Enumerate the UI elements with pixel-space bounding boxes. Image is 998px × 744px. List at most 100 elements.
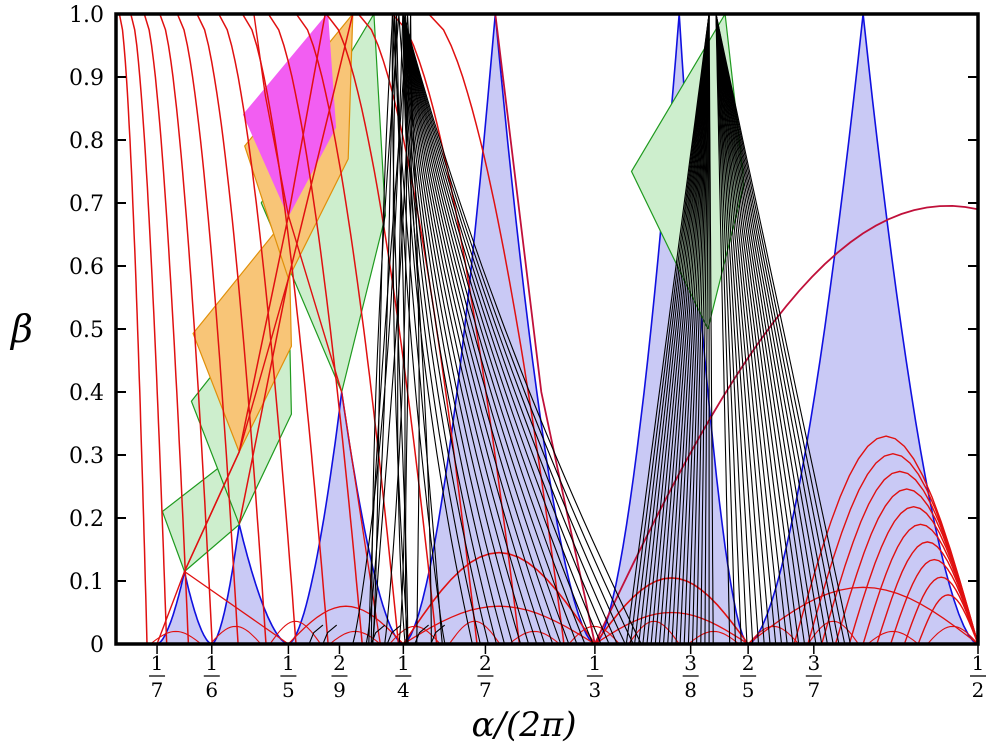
red-curve (143, 14, 190, 644)
x-tick-denominator: 5 (282, 678, 295, 702)
red-curve (156, 278, 290, 644)
red-curve (391, 14, 521, 644)
red-curve (159, 14, 213, 644)
red-curve (253, 14, 343, 393)
x-tick-denominator: 9 (333, 678, 346, 702)
x-tick-numerator: 1 (205, 651, 218, 675)
y-tick-label: 0.4 (69, 381, 104, 406)
black-curve (715, 14, 828, 644)
magenta-boundary (287, 14, 337, 216)
black-curve (392, 14, 443, 644)
red-arch (862, 523, 978, 644)
x-tick-numerator: 3 (684, 651, 697, 675)
y-tick-label: 0.8 (69, 129, 104, 154)
red-arch (807, 620, 859, 644)
black-curve (642, 14, 710, 644)
black-curve (715, 14, 777, 644)
red-arch (867, 630, 919, 644)
blue-boundary (402, 14, 497, 644)
x-tick-denominator: 5 (742, 678, 755, 702)
blue-region (288, 392, 404, 644)
red-curve (428, 14, 565, 644)
black-curve (715, 14, 851, 644)
y-axis: 0 0.1 0.2 0.3 0.4 0.5 0.6 0.7 0.8 0.9 1.0 (69, 3, 978, 658)
blue-region (157, 571, 212, 644)
black-curve (308, 624, 324, 644)
black-curve (402, 14, 642, 644)
black-curve (715, 14, 737, 644)
x-tick-denominator: 6 (205, 678, 218, 702)
black-curve (394, 14, 446, 644)
black-curve (687, 14, 710, 644)
orange-boundary (287, 14, 354, 279)
red-curve (341, 391, 381, 644)
black-curve (370, 14, 400, 644)
red-arch (848, 505, 978, 644)
dark-red-curve (494, 14, 596, 644)
red-curve (267, 14, 363, 644)
red-curve (118, 14, 148, 644)
green-boundary (341, 14, 387, 393)
red-arch (209, 625, 262, 644)
red-curve (241, 14, 329, 644)
x-tick-numerator: 1 (972, 651, 985, 675)
red-arch (876, 541, 978, 644)
black-curve (402, 14, 594, 644)
red-arch (508, 630, 560, 644)
black-curve (402, 14, 506, 644)
blue-boundary (862, 14, 978, 644)
red-curve (218, 14, 297, 644)
red-arch (594, 611, 749, 644)
y-tick-label: 0.1 (69, 570, 104, 595)
red-arch (834, 488, 978, 644)
black-curve (675, 14, 710, 644)
dark-red-curve (593, 204, 978, 644)
black-curve (715, 14, 846, 644)
magenta-boundary (242, 14, 328, 216)
red-arch (890, 558, 978, 644)
black-curve (402, 14, 562, 644)
x-tick-numerator: 1 (397, 651, 410, 675)
red-curve (196, 14, 267, 644)
black-curve (671, 14, 710, 644)
y-tick-label: 1.0 (69, 3, 104, 28)
curves (118, 14, 978, 644)
black-curve (662, 14, 710, 644)
blue-region (211, 524, 289, 644)
black-curve (715, 14, 731, 644)
black-curve (629, 14, 710, 644)
x-tick-numerator: 3 (807, 651, 820, 675)
x-tick-denominator: 4 (397, 678, 410, 702)
black-curve (700, 14, 710, 644)
red-arch (747, 586, 978, 644)
red-arch (917, 594, 978, 644)
black-curve (402, 14, 538, 644)
red-arch (329, 630, 381, 644)
black-curve (715, 14, 794, 644)
black-curve (638, 14, 710, 644)
x-tick-denominator: 3 (589, 678, 602, 702)
black-curve (402, 14, 546, 644)
black-curve (392, 14, 409, 644)
black-curve (391, 14, 409, 644)
black-curve (715, 14, 760, 644)
black-curve (402, 14, 497, 644)
black-curve (625, 14, 710, 644)
x-axis: 1 7 1 6 1 5 2 9 1 4 2 7 1 3 3 8 2 5 3 7 1 2 (149, 644, 986, 702)
black-curve (654, 14, 710, 644)
x-tick-denominator: 7 (479, 678, 492, 702)
blue-region (403, 14, 595, 644)
black-curve (696, 14, 710, 644)
black-curve (402, 14, 586, 644)
black-curve (715, 14, 783, 644)
red-arch (747, 625, 800, 644)
red-arch (269, 620, 322, 644)
black-curve (402, 14, 634, 644)
shaded-regions (156, 14, 978, 644)
red-curve (184, 570, 289, 644)
black-curve (402, 14, 489, 644)
black-curve (715, 14, 800, 644)
red-arch (402, 551, 596, 644)
black-curve (402, 14, 554, 644)
